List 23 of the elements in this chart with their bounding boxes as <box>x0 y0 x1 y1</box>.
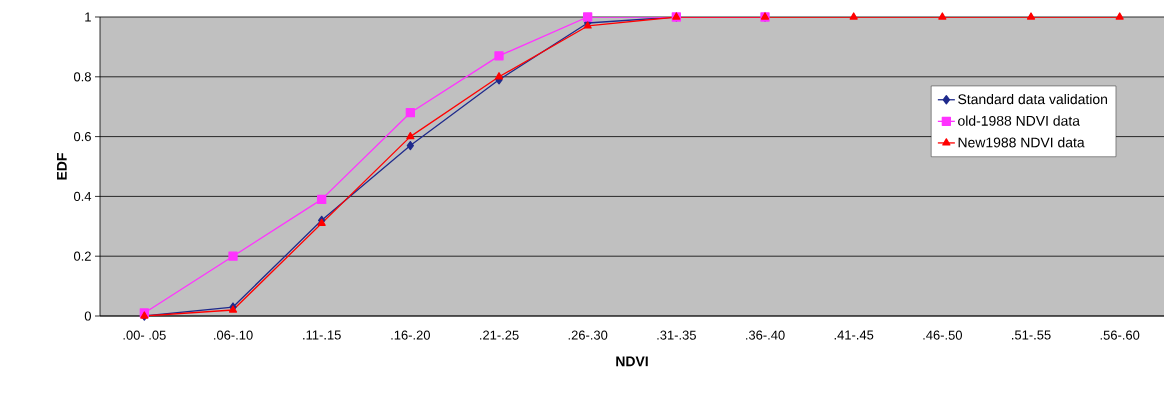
x-tick-label: .00- .05 <box>123 330 166 340</box>
x-axis-title: NDVI <box>616 356 648 367</box>
x-tick-label: .56-.60 <box>1100 330 1140 340</box>
legend-label: old-1988 NDVI data <box>958 115 1080 126</box>
x-tick-label: .41-.45 <box>834 330 874 340</box>
x-tick-label: .21-.25 <box>480 330 519 340</box>
y-axis-title: EDF <box>57 153 67 180</box>
y-tick-label: 1 <box>85 12 91 22</box>
y-tick-label: 0.6 <box>73 132 91 142</box>
x-tick-label: .51-.55 <box>1012 330 1051 340</box>
x-tick-label: .11-.15 <box>303 330 341 340</box>
legend-label: Standard data validation <box>958 93 1108 105</box>
y-tick-label: 0.4 <box>73 191 92 201</box>
y-tick-label: 0.8 <box>73 72 91 82</box>
x-tick-label: .46-.50 <box>923 330 962 340</box>
y-tick-label: 0.2 <box>73 251 91 261</box>
x-tick-label: .06-.10 <box>214 330 253 340</box>
x-tick-label: .36-.40 <box>746 330 785 340</box>
x-tick-label: .16-.20 <box>391 330 430 340</box>
x-tick-label: .26-.30 <box>568 330 608 340</box>
x-tick-label: .31-.35 <box>657 330 696 340</box>
y-tick-label: 0 <box>84 311 91 321</box>
legend-label: New1988 NDVI data <box>958 137 1085 148</box>
